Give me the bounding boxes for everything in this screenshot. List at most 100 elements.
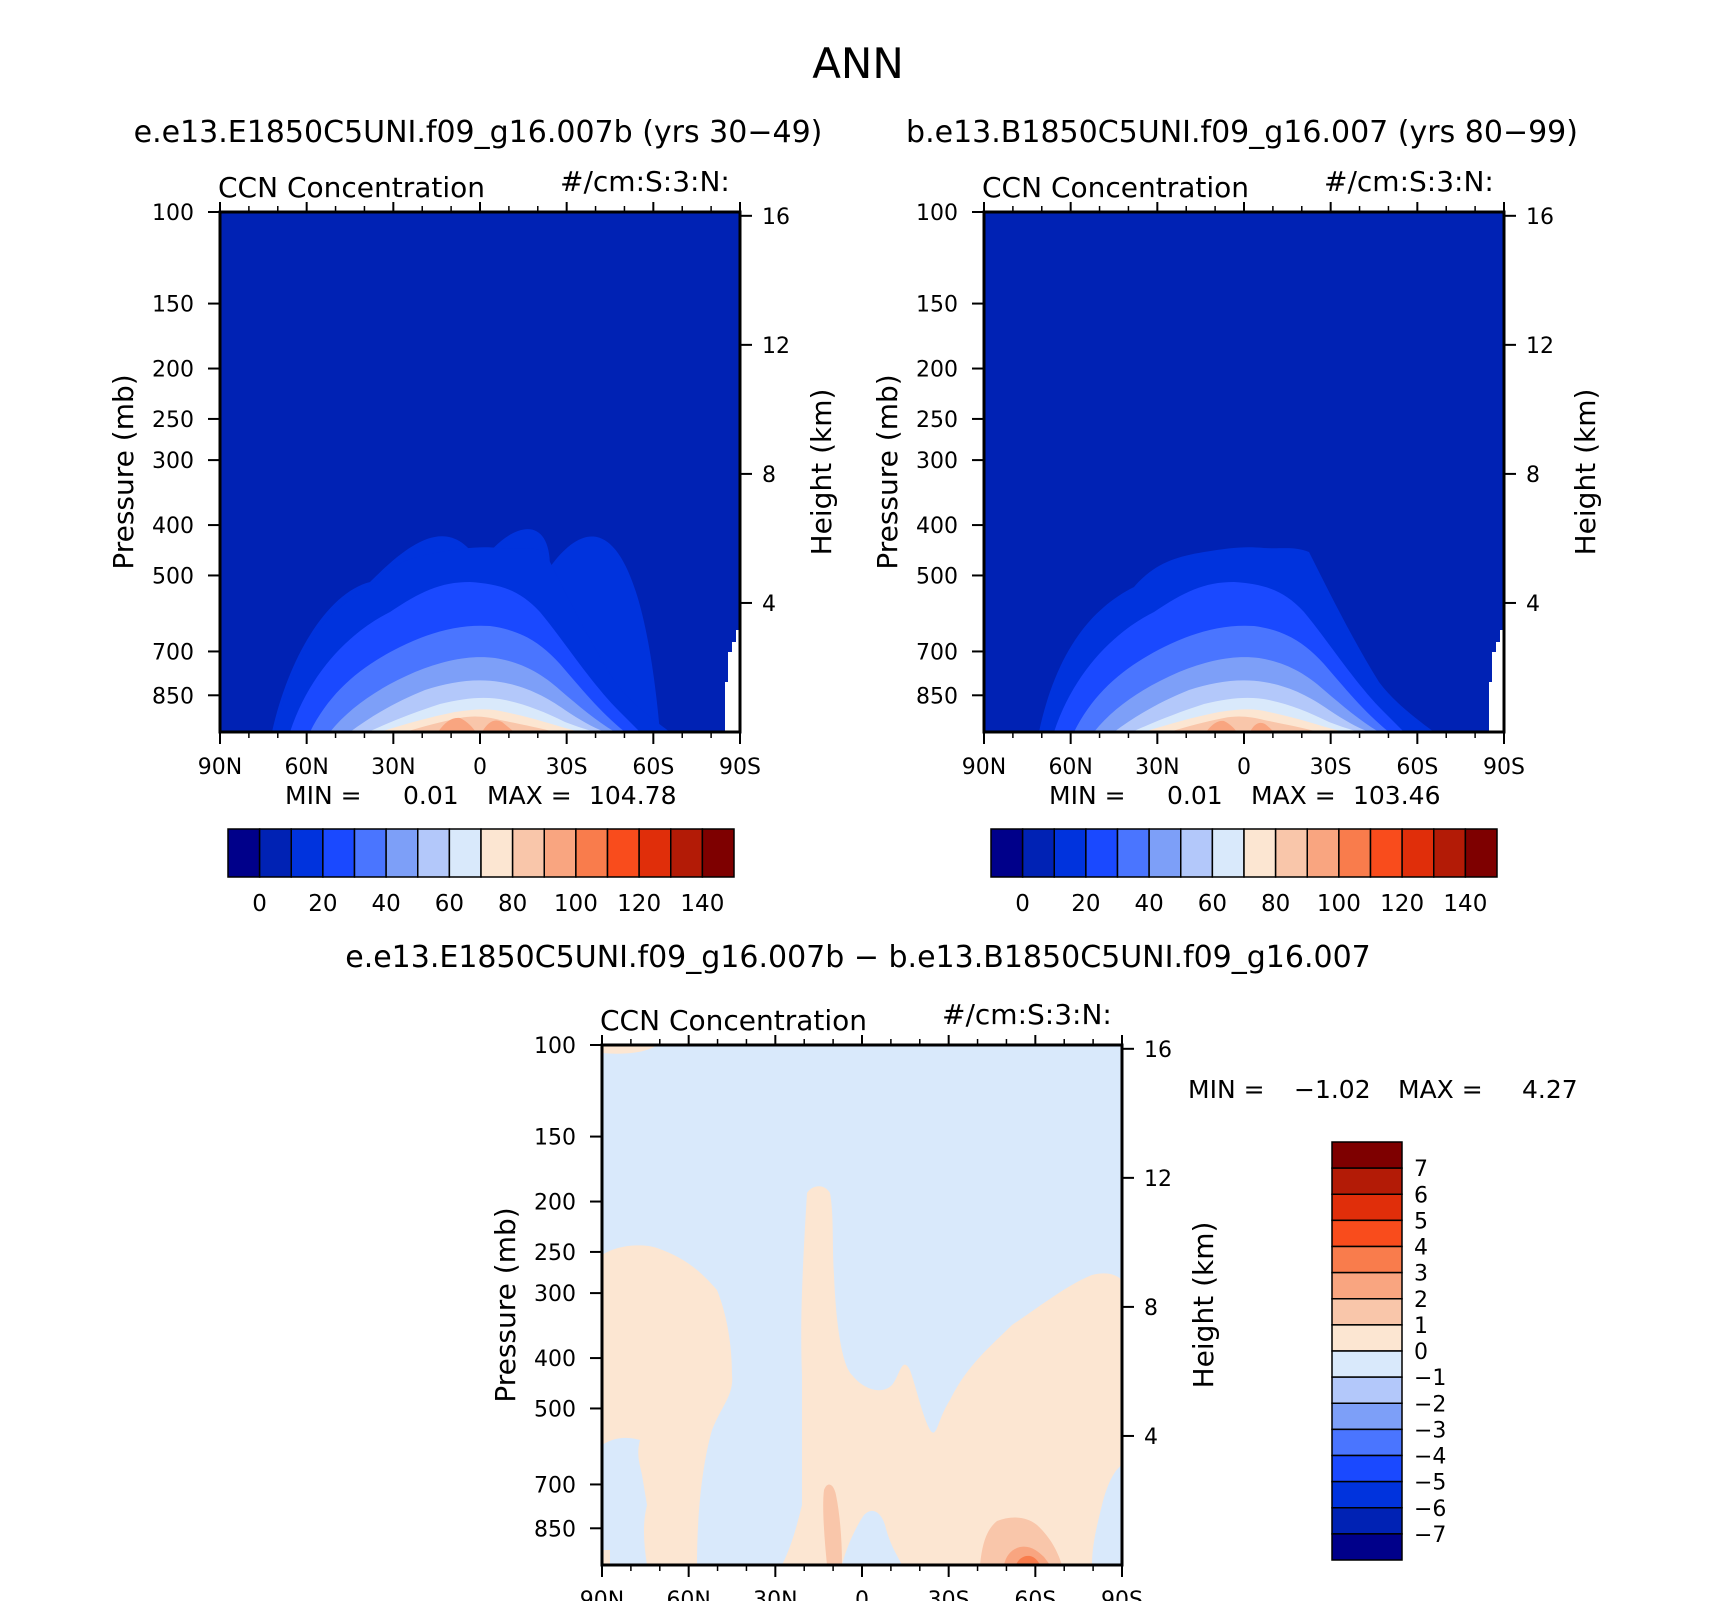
colorbar-box <box>1331 1428 1403 1457</box>
colorbar-box <box>1180 828 1214 878</box>
colorbar-box <box>1331 1454 1403 1483</box>
colorbar-label: 80 <box>1261 891 1290 917</box>
colorbar-box <box>480 828 514 878</box>
latitude-tick-label: 90N <box>962 755 1006 780</box>
panel2-title: CCN Concentration <box>982 171 1249 204</box>
panel3-units: #/cm:S:3:N: <box>942 998 1112 1031</box>
pressure-tick-label: 200 <box>152 358 194 383</box>
panel3-max-label: MAX = <box>1398 1075 1483 1104</box>
panel3-contour-band <box>602 1550 610 1565</box>
panel2-max-value: 103.46 <box>1353 781 1440 810</box>
latitude-tick-label: 90S <box>719 755 761 780</box>
pressure-tick-label: 400 <box>534 1347 576 1372</box>
colorbar-box <box>1331 1376 1403 1404</box>
height-tick-label: 12 <box>1526 334 1554 359</box>
pressure-tick-label: 300 <box>152 449 194 474</box>
latitude-tick-label: 90N <box>198 755 242 780</box>
diff-label: e.e13.E1850C5UNI.f09_g16.007b − b.e13.B1… <box>345 940 1371 975</box>
height-tick-label: 12 <box>762 334 790 359</box>
height-tick-label: 16 <box>762 205 790 230</box>
panel3-contour-band <box>842 1510 902 1565</box>
latitude-tick-label: 90N <box>580 1588 624 1601</box>
panel3-y2label: Height (km) <box>1187 1222 1220 1389</box>
pressure-tick-label: 700 <box>916 640 958 665</box>
panel1-min-label: MIN = <box>285 781 362 810</box>
colorbar-box <box>1331 1245 1403 1274</box>
pressure-tick-label: 400 <box>152 514 194 539</box>
pressure-tick-label: 150 <box>152 293 194 318</box>
latitude-tick-label: 90S <box>1483 755 1525 780</box>
colorbar-box <box>1331 1533 1403 1561</box>
colorbar-label: −5 <box>1414 1471 1446 1496</box>
panel3-plot-area <box>602 1045 1122 1565</box>
colorbar-label: −6 <box>1414 1497 1446 1522</box>
latitude-tick-label: 60S <box>1396 755 1438 780</box>
colorbar-label: −1 <box>1414 1366 1446 1391</box>
panel-case1: CCN Concentration #/cm:S:3:N: 1001502002… <box>107 165 838 917</box>
colorbar-label: 1 <box>1414 1314 1428 1339</box>
panel1-y2label: Height (km) <box>805 389 838 556</box>
pressure-tick-label: 150 <box>916 293 958 318</box>
colorbar-label: 40 <box>371 891 400 917</box>
pressure-tick-label: 500 <box>152 564 194 589</box>
pressure-tick-label: 100 <box>916 201 958 226</box>
latitude-tick-label: 30N <box>371 755 415 780</box>
case1-label: e.e13.E1850C5UNI.f09_g16.007b (yrs 30−49… <box>134 115 823 150</box>
panel2-minmax: MIN = 0.01 MAX = 103.46 <box>1049 781 1440 810</box>
latitude-tick-label: 30N <box>753 1588 797 1601</box>
height-tick-label: 16 <box>1144 1038 1172 1063</box>
panel1-missing-data <box>725 630 740 732</box>
pressure-tick-label: 250 <box>152 408 194 433</box>
pressure-tick-label: 700 <box>534 1473 576 1498</box>
colorbar-box <box>290 828 324 878</box>
colorbar-box <box>701 828 735 878</box>
pressure-tick-label: 250 <box>916 408 958 433</box>
panel2-contour-band <box>1169 716 1319 732</box>
colorbar-label: 40 <box>1134 891 1163 917</box>
latitude-tick-label: 30N <box>1135 755 1179 780</box>
colorbar-label: 7 <box>1414 1157 1428 1182</box>
colorbar-box <box>670 828 704 878</box>
colorbar-label: 20 <box>1071 891 1100 917</box>
colorbar-box <box>575 828 609 878</box>
colorbar-box <box>1369 828 1403 878</box>
latitude-tick-label: 30S <box>546 755 588 780</box>
colorbar-box <box>1331 1219 1403 1248</box>
pressure-tick-label: 400 <box>916 514 958 539</box>
colorbar-label: 0 <box>1015 891 1030 917</box>
colorbar-label: 3 <box>1414 1262 1428 1287</box>
pressure-tick-label: 500 <box>534 1397 576 1422</box>
latitude-tick-label: 0 <box>473 755 487 780</box>
figure-title: ANN <box>812 39 904 88</box>
pressure-tick-label: 300 <box>916 449 958 474</box>
panel1-max-label: MAX = <box>487 781 572 810</box>
panel1-min-value: 0.01 <box>403 781 459 810</box>
pressure-tick-label: 100 <box>534 1034 576 1059</box>
panel2-max-label: MAX = <box>1251 781 1336 810</box>
colorbar-label: 100 <box>1317 891 1361 917</box>
panel3-axes: 100 150 200 250 300 400 500 700 850 4 8 12 16 90N 60N 3… <box>534 1034 1172 1601</box>
colorbar-box <box>1331 1271 1403 1300</box>
colorbar-label: 120 <box>1380 891 1424 917</box>
latitude-tick-label: 60N <box>1048 755 1092 780</box>
colorbar-box <box>227 828 261 878</box>
latitude-tick-label: 60S <box>1014 1588 1056 1601</box>
pressure-tick-label: 700 <box>152 640 194 665</box>
colorbar-box <box>1338 828 1372 878</box>
colorbar-box <box>448 828 482 878</box>
height-tick-label: 16 <box>1526 205 1554 230</box>
panel1-minmax: MIN = 0.01 MAX = 104.78 <box>285 781 676 810</box>
colorbar-box <box>1306 828 1340 878</box>
colorbar-box <box>990 828 1024 878</box>
panel2-y2label: Height (km) <box>1569 389 1602 556</box>
colorbar-box <box>385 828 419 878</box>
panel1-ylabel: Pressure (mb) <box>107 374 140 569</box>
panel3-contour-band <box>782 1186 1122 1565</box>
pressure-tick-label: 200 <box>534 1191 576 1216</box>
latitude-tick-label: 0 <box>855 1588 869 1601</box>
height-tick-label: 4 <box>1144 1425 1158 1450</box>
latitude-tick-label: 60N <box>284 755 328 780</box>
panel2-contour-band <box>1206 720 1274 732</box>
colorbar-box <box>511 828 545 878</box>
